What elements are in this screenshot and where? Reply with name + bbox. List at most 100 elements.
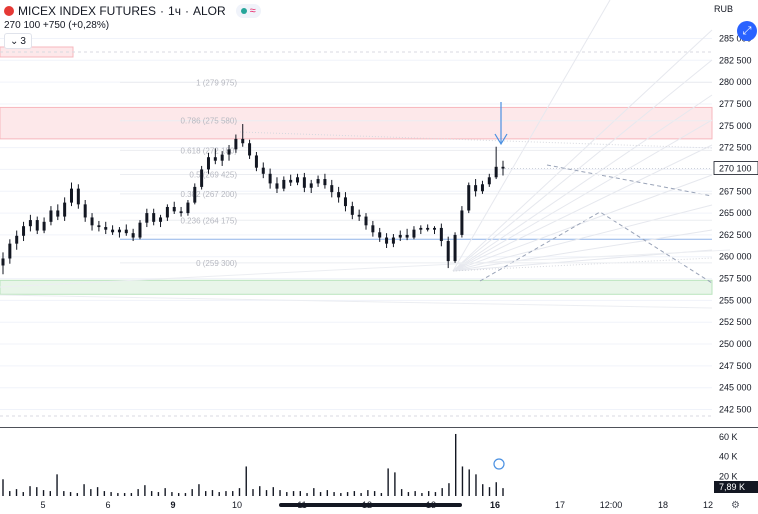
price-tick-label: 282 500 — [719, 55, 752, 65]
price-tick-label: 277 500 — [719, 99, 752, 109]
candle-body — [172, 206, 176, 212]
candle-body — [165, 206, 169, 218]
candle-body — [206, 157, 210, 170]
price-axis[interactable]: 285 000 282 500 280 000 277 500 275 000 272 5… — [505, 33, 758, 415]
candle-body — [446, 241, 450, 262]
candle-body — [323, 179, 327, 186]
volume-bar — [448, 483, 450, 496]
volume-tick-label: 60 K — [719, 432, 738, 442]
volume-bar — [259, 486, 261, 496]
candle-body — [213, 157, 217, 161]
volume-bar — [353, 491, 356, 496]
volume-bar — [313, 488, 315, 496]
indicators-toggle[interactable]: ⌄ 3 — [4, 33, 32, 49]
volume-bar — [218, 492, 220, 496]
price-tick-label: 257 500 — [719, 274, 752, 284]
candle-body — [391, 237, 395, 244]
fan-line — [452, 0, 611, 272]
volume-bar — [461, 466, 464, 496]
fan-line — [452, 229, 713, 272]
market-open-icon — [240, 8, 247, 14]
volume-bar — [272, 487, 274, 496]
volume-bar — [36, 487, 38, 496]
candle-body — [8, 243, 12, 259]
volume-bar — [387, 468, 389, 496]
candle-body — [22, 226, 26, 236]
volume-bar — [319, 492, 322, 496]
scroll-handle[interactable] — [279, 503, 462, 507]
volume-tick-label: 40 K — [719, 452, 738, 462]
volume-bar — [502, 488, 504, 496]
time-tick-label: 5 — [40, 500, 45, 510]
volume-bar — [63, 491, 65, 496]
volume-bar — [137, 489, 139, 496]
candle-body — [131, 233, 135, 238]
volume-bar — [69, 492, 72, 496]
candle-body — [364, 216, 368, 226]
candle-body — [316, 179, 320, 184]
candle-body — [56, 210, 60, 217]
fan-line — [452, 94, 713, 272]
data-source: ALOR — [192, 4, 226, 18]
price-tick-label: 245 000 — [719, 383, 752, 393]
price-zones — [0, 46, 713, 295]
volume-bar — [150, 491, 153, 496]
volume-tick-label: 20 K — [719, 471, 738, 481]
fib-level-label: 1 (279 975) — [196, 78, 237, 87]
candle-body — [69, 188, 73, 203]
candle-body — [241, 138, 245, 144]
candle-body — [179, 211, 183, 214]
candle-body — [350, 206, 354, 215]
fan-line — [452, 204, 713, 272]
symbol-name[interactable]: MICEX INDEX FUTURES — [18, 4, 157, 18]
candle-body — [282, 179, 286, 189]
candle-body — [501, 166, 505, 169]
volume-bar — [56, 474, 58, 496]
volume-bar — [177, 493, 180, 496]
interval-label[interactable]: 1ч — [168, 4, 181, 18]
price-tick-label: 255 000 — [719, 295, 752, 305]
volume-bar — [380, 493, 383, 496]
volume-last-label: 7,89 K — [719, 482, 745, 492]
candle-body — [248, 143, 252, 156]
candle-body — [254, 155, 258, 168]
candle-body — [1, 258, 5, 266]
volume-bar — [414, 491, 416, 496]
candle-body — [200, 169, 204, 187]
arrow-head — [494, 133, 508, 146]
candle-body — [357, 214, 361, 217]
candle-body — [193, 186, 197, 203]
candle-body — [296, 177, 300, 183]
last-price-box — [713, 161, 758, 175]
volume-bar — [326, 490, 329, 496]
fibonacci-retracement: 1 (279 975) 0.786 (275 580) 0.618 (272 180… — [120, 78, 712, 268]
volume-bar — [9, 491, 11, 496]
fan-line — [452, 59, 713, 272]
candle-body — [124, 229, 128, 234]
wave-icon: ≈ — [249, 5, 256, 17]
price-tick-label: 252 500 — [719, 317, 752, 327]
dashed-projection — [479, 211, 713, 284]
chart-header: MICEX INDEX FUTURES · 1ч · ALOR ≈ — [4, 4, 261, 18]
candle-body — [371, 225, 375, 233]
currency-selector[interactable]: RUB — [714, 4, 734, 14]
candle-body — [35, 220, 39, 231]
candle-body — [227, 149, 231, 155]
candle-body — [152, 213, 156, 222]
price-change: 270 100 +750 (+0,28%) — [4, 20, 110, 31]
volume-bar — [299, 491, 301, 496]
gear-icon[interactable]: ⚙ — [731, 500, 740, 511]
volume-bar — [488, 487, 491, 496]
dotted-trend-line — [239, 131, 713, 149]
volume-bar — [360, 493, 362, 496]
candle-body — [439, 227, 443, 242]
market-status-badge[interactable]: ≈ — [235, 4, 261, 18]
fullscreen-button[interactable]: ⤢ — [737, 21, 757, 41]
candle-body — [494, 166, 498, 178]
time-tick-label: 17 — [555, 500, 565, 510]
price-tick-label: 280 000 — [719, 77, 752, 87]
candle-body — [378, 232, 382, 238]
volume-bar — [441, 488, 443, 496]
volume-series — [2, 433, 505, 496]
